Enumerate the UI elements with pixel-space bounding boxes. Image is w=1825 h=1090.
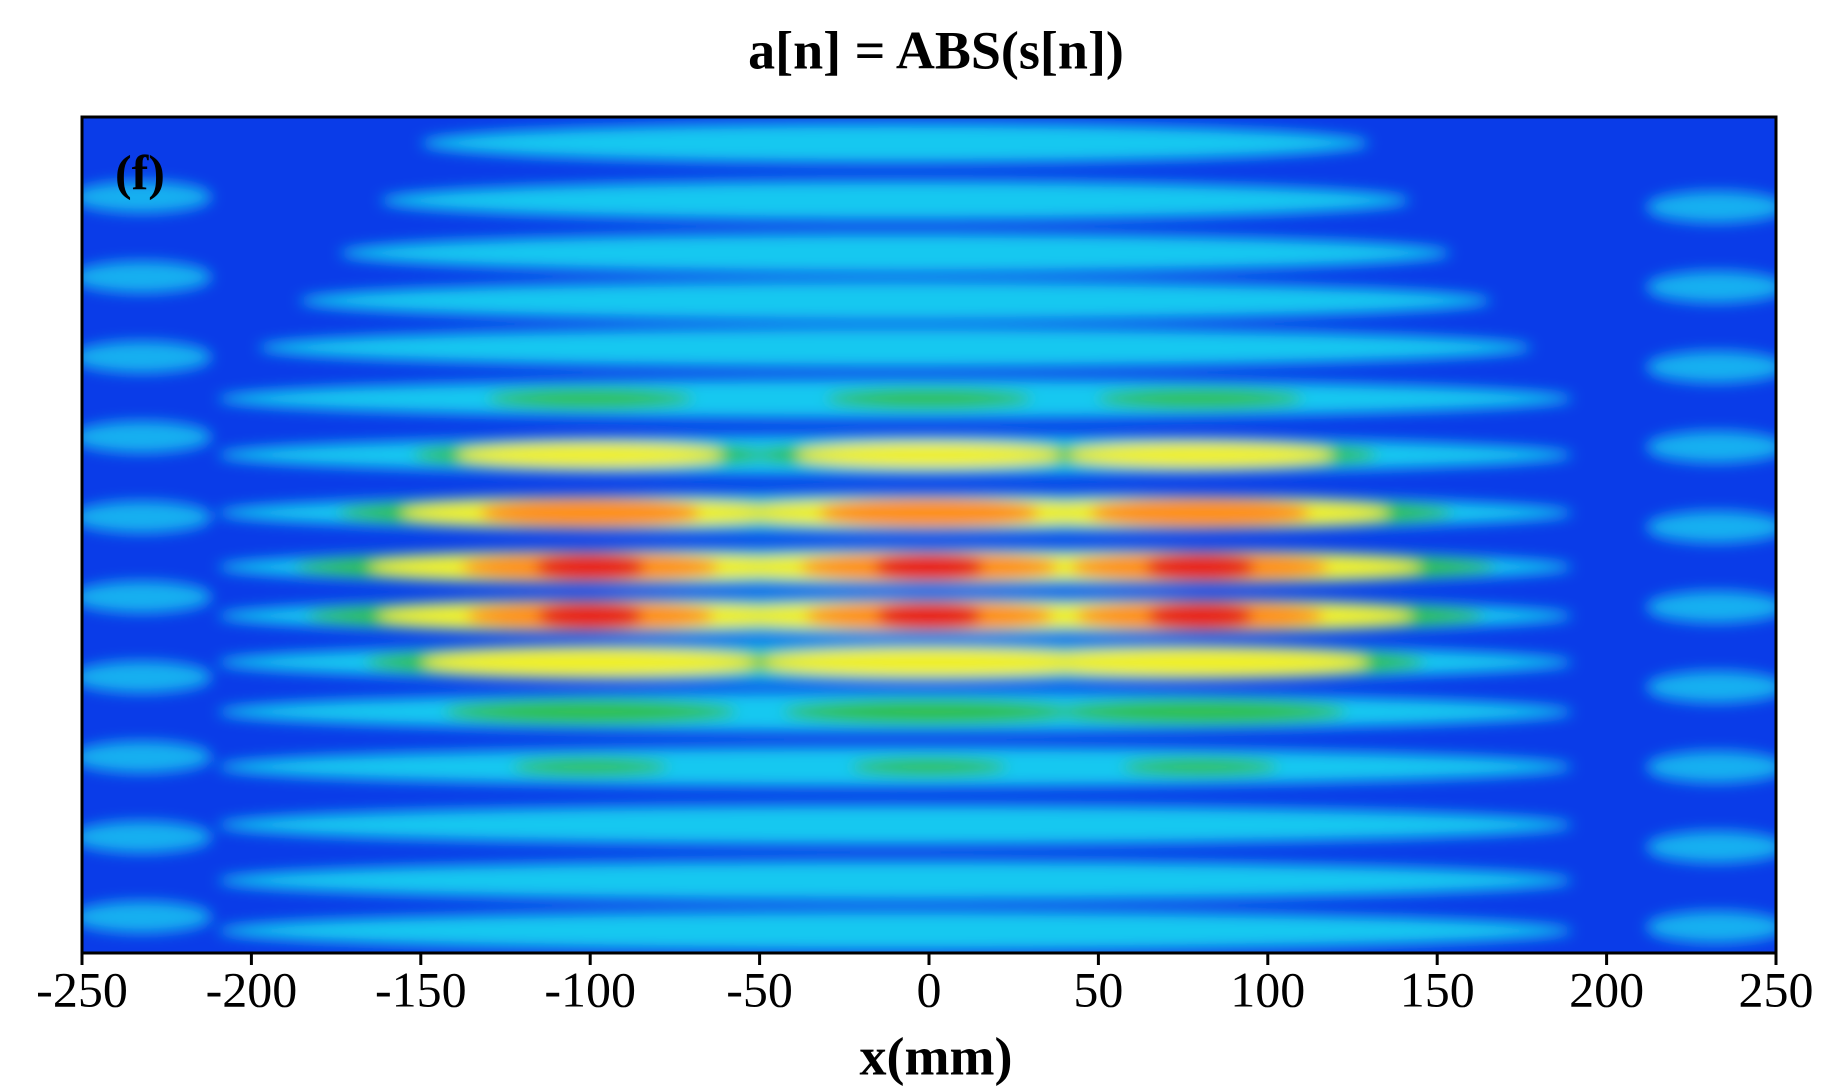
band-core <box>511 758 669 776</box>
side-blob <box>82 821 212 853</box>
side-blob <box>1646 671 1776 703</box>
chart-title: a[n] = ABS(s[n]) <box>748 20 1124 80</box>
band-core <box>536 600 644 631</box>
side-blob <box>1646 511 1776 543</box>
band <box>217 860 1573 901</box>
band-core <box>795 441 1063 469</box>
side-blob <box>1646 191 1776 223</box>
band <box>339 233 1451 274</box>
side-blob <box>82 261 212 293</box>
band <box>380 180 1411 221</box>
band <box>298 280 1492 321</box>
x-tick-label: 150 <box>1400 961 1475 1017</box>
band-core <box>479 497 701 528</box>
band <box>217 804 1573 845</box>
band-core <box>1146 600 1254 631</box>
band-core <box>760 647 1098 678</box>
side-blob <box>82 421 212 453</box>
band-core <box>850 758 1008 776</box>
side-blob <box>1646 431 1776 463</box>
band-core <box>487 388 694 409</box>
side-blob <box>1646 591 1776 623</box>
x-tick-label: -200 <box>206 961 298 1017</box>
x-tick-label: 100 <box>1230 961 1305 1017</box>
band-core <box>873 552 985 583</box>
contour-field <box>82 123 1776 951</box>
band-core <box>826 388 1032 409</box>
side-blob <box>1646 271 1776 303</box>
band <box>420 123 1370 164</box>
x-tick-label: 50 <box>1073 961 1123 1017</box>
side-blob <box>82 581 212 613</box>
band-core <box>782 700 1076 724</box>
side-blob <box>82 341 212 373</box>
x-tick-label: -100 <box>544 961 636 1017</box>
band-core <box>421 647 759 678</box>
x-tick-label: 0 <box>917 961 942 1017</box>
side-blob <box>82 661 212 693</box>
side-blob <box>82 181 212 213</box>
band-core <box>534 552 646 583</box>
side-blob <box>1646 911 1776 943</box>
band-core <box>1089 497 1311 528</box>
band <box>258 327 1533 368</box>
side-blob <box>82 901 212 933</box>
x-tick-label: -150 <box>375 961 467 1017</box>
x-tick-label: -50 <box>726 961 793 1017</box>
band <box>217 910 1573 951</box>
side-blob <box>82 501 212 533</box>
panel-label: (f) <box>115 144 165 200</box>
band-core <box>456 441 724 469</box>
side-blob <box>1646 831 1776 863</box>
side-blob <box>82 741 212 773</box>
band-core <box>1066 441 1334 469</box>
x-tick-label: 200 <box>1569 961 1644 1017</box>
band-core <box>443 700 737 724</box>
side-blob <box>1646 351 1776 383</box>
band-core <box>1097 388 1303 409</box>
band-core <box>875 600 983 631</box>
x-tick-label: 250 <box>1739 961 1814 1017</box>
x-axis-label: x(mm) <box>860 1026 1013 1086</box>
x-tick-label: -250 <box>36 961 128 1017</box>
band-core <box>1144 552 1256 583</box>
band-core <box>1053 700 1347 724</box>
band-core <box>1121 758 1279 776</box>
band-core <box>1031 647 1369 678</box>
band-core <box>818 497 1040 528</box>
side-blob <box>1646 751 1776 783</box>
